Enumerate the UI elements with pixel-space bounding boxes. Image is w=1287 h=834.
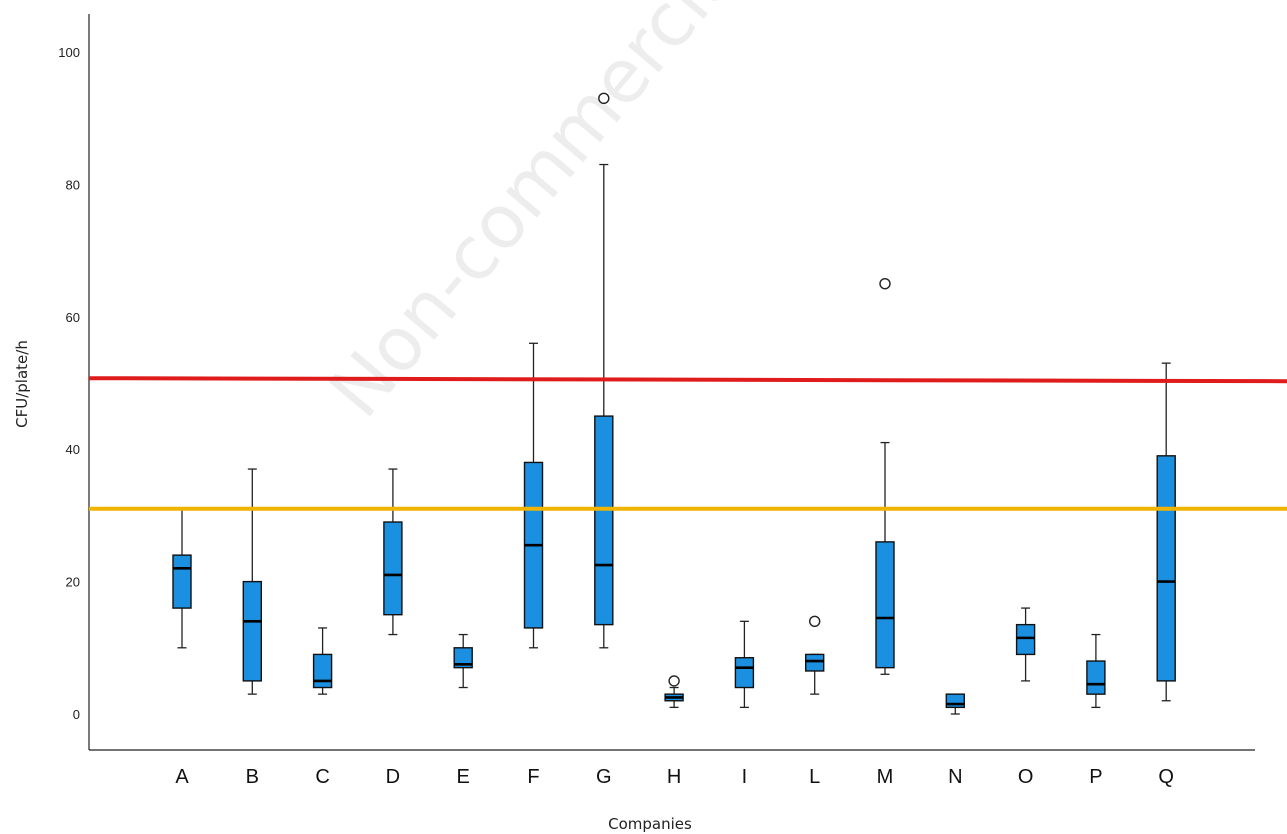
box-iqr [946, 694, 964, 707]
box-C [314, 628, 332, 694]
box-iqr [735, 658, 753, 688]
box-O [1017, 608, 1035, 681]
box-D [384, 469, 402, 635]
box-iqr [1087, 661, 1105, 694]
watermark-text: Non-commercial [313, 0, 768, 434]
outlier-point [810, 616, 820, 626]
box-iqr [314, 654, 332, 687]
x-tick-label: D [386, 766, 400, 788]
box-iqr [243, 582, 261, 681]
outlier-point [669, 676, 679, 686]
y-tick-label: 60 [66, 310, 80, 325]
box-iqr [1017, 625, 1035, 655]
box-iqr [595, 416, 613, 625]
reference-lines [89, 378, 1287, 509]
box-F [525, 343, 543, 648]
box-H [665, 676, 683, 707]
x-tick-label: A [175, 766, 189, 788]
outlier-point [880, 279, 890, 289]
x-tick-label: Q [1158, 766, 1174, 788]
x-tick-label: B [246, 766, 259, 788]
y-tick-label: 40 [66, 442, 80, 457]
y-tick-labels: 0 20 40 60 80 100 [58, 45, 80, 722]
box-B [243, 469, 261, 694]
box-iqr [806, 654, 824, 671]
box-E [454, 635, 472, 688]
box-series [173, 93, 1175, 714]
x-tick-label: M [877, 766, 894, 788]
outlier-point [599, 93, 609, 103]
x-tick-label: G [596, 766, 612, 788]
y-tick-label: 20 [66, 575, 80, 590]
x-tick-label: L [809, 766, 820, 788]
y-tick-label: 80 [66, 177, 80, 192]
x-tick-label: E [457, 766, 470, 788]
x-tick-label: H [667, 766, 681, 788]
box-Q [1157, 363, 1175, 701]
box-iqr [173, 555, 191, 608]
y-tick-label: 0 [73, 707, 80, 722]
y-axis-label: CFU/plate/h [13, 340, 31, 428]
box-N [946, 694, 964, 714]
x-tick-label: P [1089, 766, 1102, 788]
x-tick-label: C [315, 766, 329, 788]
box-M [876, 279, 894, 675]
box-A [173, 509, 191, 648]
box-iqr [384, 522, 402, 615]
box-iqr [1157, 456, 1175, 681]
reference-line [89, 378, 1287, 381]
box-iqr [876, 542, 894, 668]
box-L [806, 616, 824, 694]
x-axis-label: Companies [608, 815, 692, 833]
x-tick-label: F [527, 766, 539, 788]
x-tick-label: I [742, 766, 748, 788]
x-tick-label: O [1018, 766, 1034, 788]
box-P [1087, 635, 1105, 708]
x-tick-label: N [948, 766, 962, 788]
box-G [595, 93, 613, 647]
box-I [735, 621, 753, 707]
y-tick-label: 100 [58, 45, 80, 60]
